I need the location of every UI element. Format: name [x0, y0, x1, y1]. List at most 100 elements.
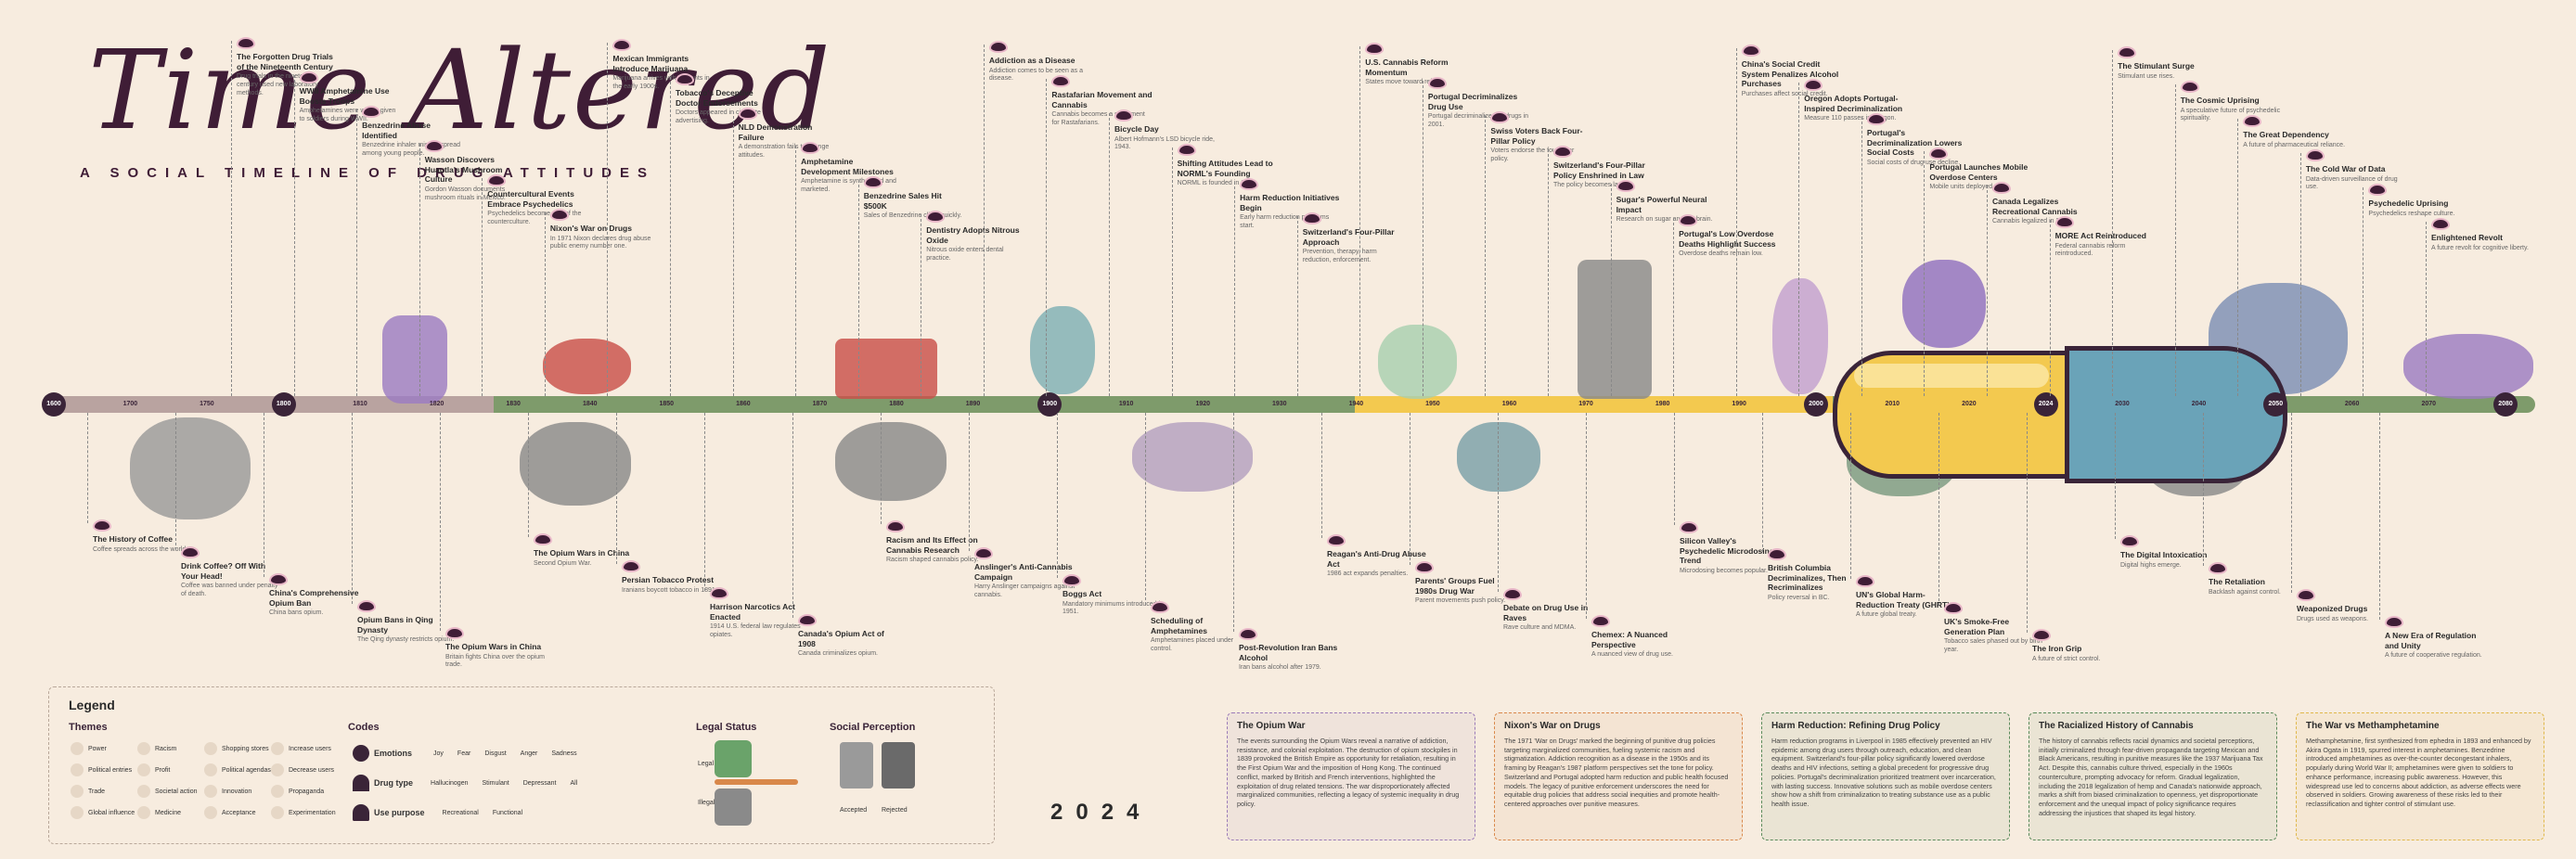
info-box: The War vs Methamphetamine Methamphetamin… — [2296, 712, 2544, 840]
timeline-event: Amphetamine Development Milestones Amphet… — [801, 142, 903, 195]
event-title: A New Era of Regulation and Unity — [2385, 631, 2477, 650]
event-connector — [1798, 83, 1800, 396]
timeline-segment-early — [48, 396, 494, 413]
event-connector — [482, 178, 483, 396]
timeline-event: Opium Bans in Qing Dynasty The Qing dynas… — [357, 600, 459, 645]
theme-label: Political entries — [88, 766, 133, 774]
event-title: The Cosmic Uprising — [2180, 96, 2260, 105]
eye-icon — [2209, 562, 2227, 574]
event-body: Data-driven surveillance of drug use. — [2305, 175, 2398, 191]
year-marker: 1870 — [812, 401, 828, 407]
theme-icon — [204, 785, 217, 798]
event-title: China's Social Credit System Penalizes A… — [1741, 59, 1839, 89]
event-title: The Digital Intoxication — [2120, 550, 2208, 559]
eye-icon — [357, 600, 376, 612]
timeline-event: The Iron Grip A future of strict control. — [2032, 629, 2134, 663]
drug-hallucinogen: Hallucinogen — [431, 779, 469, 787]
event-body: Addiction comes to be seen as a disease. — [988, 67, 1084, 83]
event-body: States move toward reform. — [1365, 79, 1446, 86]
event-title: Rastafarian Movement and Cannabis — [1051, 90, 1153, 109]
year-marker: 1750 — [200, 401, 214, 407]
event-body: Voters endorse the four-pillar policy. — [1490, 147, 1575, 162]
event-body: Prevention, therapy, harm reduction, enf… — [1302, 249, 1377, 263]
eye-icon — [2032, 629, 2051, 641]
info-box: The Racialized History of Cannabis The hi… — [2029, 712, 2277, 840]
info-box-title: Nixon's War on Drugs — [1504, 721, 1601, 731]
timeline-event: Canada's Opium Act of 1908 Canada crimina… — [798, 614, 900, 659]
timeline-event: Portugal Launches Mobile Overdose Center… — [1929, 147, 2031, 192]
event-connector — [1234, 182, 1236, 396]
event-title: Portugal's Low Overdose Deaths Highlight… — [1679, 229, 1776, 249]
event-title: The Cold War of Data — [2305, 164, 2386, 173]
eye-icon — [181, 546, 200, 558]
timeline-event: Sugar's Powerful Neural Impact Research o… — [1616, 180, 1719, 224]
event-body: Harry Anslinger campaigns against cannab… — [974, 583, 1075, 598]
timeline-event: Enlightened Revolt A future revolt for co… — [2431, 218, 2533, 252]
timeline-event: Benzedrine Abuse Identified Benzedrine in… — [362, 106, 464, 159]
year-marker: 1830 — [506, 401, 521, 407]
timeline-segment-modern — [1355, 396, 1833, 413]
capsule-icon — [353, 775, 369, 791]
year-marker: 1980 — [1655, 401, 1670, 407]
event-body: Coffee spreads across the world. — [93, 545, 188, 553]
theme-label: Profit — [155, 766, 171, 774]
eye-icon — [1051, 75, 1071, 87]
event-title: Parents' Groups Fuel 1980s Drug War — [1415, 576, 1495, 596]
event-body: NORML is founded in 1970. — [1177, 180, 1257, 187]
timeline-event: Shifting Attitudes Lead to NORML's Found… — [1177, 144, 1280, 188]
timeline-event: A New Era of Regulation and Unity A futur… — [2385, 616, 2487, 660]
timeline-event: Scheduling of Amphetamines Amphetamines p… — [1151, 601, 1253, 654]
event-connector — [352, 413, 353, 604]
legal-label: Legal — [698, 761, 715, 767]
cart-image — [1132, 422, 1253, 492]
timeline-event: U.S. Cannabis Reform Momentum States move… — [1365, 43, 1467, 87]
event-body: 1986 act expands penalties. — [1327, 571, 1409, 578]
event-body: Racism shaped cannabis policy. — [886, 557, 979, 564]
event-body: A future revolt for cognitive liberty. — [2431, 244, 2529, 251]
theme-item: Acceptance — [204, 806, 256, 819]
info-box-title: The Opium War — [1237, 721, 1306, 731]
theme-label: Experimentation — [289, 809, 336, 816]
drug-all: All — [570, 779, 578, 787]
event-body: 1914 U.S. federal law regulates opiates. — [710, 623, 801, 638]
timeline-event: Post-Revolution Iran Bans Alcohol Iran ba… — [1239, 628, 1341, 673]
info-box-text: Methamphetamine, first synthesized from … — [2306, 737, 2531, 809]
event-body: Tobacco sales phased out by birth year. — [1944, 638, 2042, 653]
event-body: Mobile units deployed. — [1929, 184, 1995, 191]
event-title: Drink Coffee? Off With Your Head! — [181, 561, 266, 581]
year-marker: 1860 — [736, 401, 751, 407]
eye-icon — [269, 573, 288, 585]
eye-icon — [2368, 184, 2388, 196]
event-title: The Stimulant Surge — [2118, 61, 2195, 71]
year-marker: 1970 — [1578, 401, 1593, 407]
year-marker: 1950 — [1425, 401, 1440, 407]
eye-icon — [1240, 178, 1259, 190]
year-marker: 1600 — [42, 392, 66, 417]
timeline-event: The Stimulant Surge Stimulant use rises. — [2118, 46, 2220, 81]
theme-icon — [204, 742, 217, 755]
year-marker: 1800 — [271, 392, 296, 417]
event-body: Benzedrine inhaler misuse spread among y… — [362, 142, 460, 157]
event-connector — [1498, 413, 1499, 592]
timeline-event: Weaponized Drugs Drugs used as weapons. — [2297, 589, 2399, 623]
event-title: Weaponized Drugs — [2297, 604, 2368, 613]
theme-label: Propaganda — [289, 788, 325, 795]
page-subtitle: A SOCIAL TIMELINE OF DRUG ATTITUDES — [80, 165, 655, 181]
timeline-event: Nixon's War on Drugs In 1971 Nixon declar… — [549, 209, 652, 251]
theme-item: Medicine — [137, 806, 181, 819]
event-title: Countercultural Events Embrace Psychedel… — [487, 189, 574, 209]
timeline-event: Bicycle Day Albert Hofmann's LSD bicycle … — [1114, 109, 1217, 152]
event-body: Mandatory minimums introduced in 1951. — [1063, 600, 1164, 616]
eye-icon — [1063, 574, 1081, 586]
purple-dome-image — [2403, 334, 2533, 399]
legal-status-heading: Legal Status — [696, 722, 757, 733]
info-box-text: The events surrounding the Opium Wars re… — [1237, 737, 1460, 809]
event-body: The policy becomes law. — [1553, 182, 1625, 189]
theme-icon — [71, 742, 84, 755]
event-body: Purchases affect social credit. — [1741, 90, 1828, 97]
event-title: Tobacco's Deceptive Doctor Endorsements — [676, 88, 758, 108]
event-connector — [231, 41, 232, 396]
theme-label: Global influence — [88, 809, 135, 816]
event-title: Psychedelic Uprising — [2368, 199, 2449, 208]
timeline-event: Swiss Voters Back Four-Pillar Policy Vote… — [1490, 111, 1592, 164]
